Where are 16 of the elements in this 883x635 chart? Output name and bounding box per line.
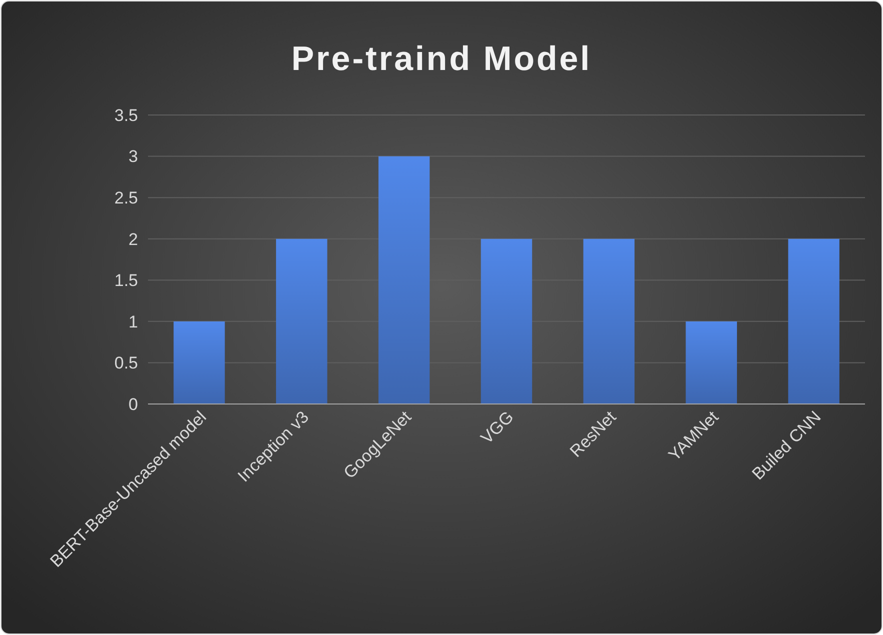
bar [174,321,225,404]
bar [686,321,737,404]
bar [788,238,840,404]
y-tick-label: 1 [128,312,138,332]
y-tick-label: 3.5 [114,106,138,125]
y-tick-label: 0.5 [114,354,138,373]
y-tick-label: 2 [128,230,138,249]
bar [378,156,430,404]
bar [480,238,532,404]
chart-title: Pre-traind Model [291,40,592,78]
y-tick-label: 2.5 [114,188,138,208]
y-tick-label: 0 [128,394,138,414]
bar [583,238,635,404]
y-tick-label: 3 [128,147,138,166]
bar [276,238,328,404]
y-tick-label: 1.5 [114,271,138,290]
